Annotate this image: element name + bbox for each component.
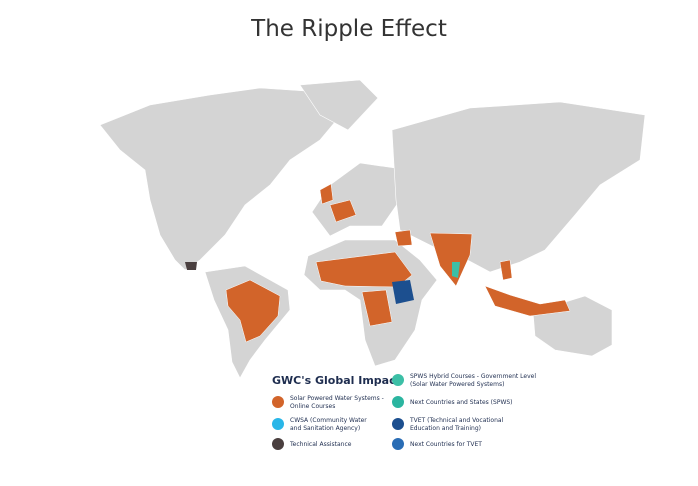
- legend-label: Next Countries for TVET: [410, 441, 482, 448]
- legend-label: Education and Training): [410, 425, 481, 432]
- legend-label: Next Countries and States (SPWS): [410, 399, 513, 406]
- legend-label: Online Courses: [290, 403, 335, 410]
- legend-label: TVET (Technical and Vocational: [409, 417, 504, 424]
- legend-swatch: [272, 396, 284, 408]
- legend-swatch: [392, 438, 404, 450]
- world-map: [99, 79, 646, 379]
- legend-title: GWC's Global Impact: [272, 374, 401, 387]
- legend-swatch: [272, 438, 284, 450]
- legend-label: Solar Powered Water Systems -: [290, 395, 384, 402]
- legend-label: SPWS Hybrid Courses - Government Level: [410, 373, 536, 380]
- legend: Solar Powered Water Systems -Online Cour…: [272, 373, 536, 450]
- legend-swatch: [392, 396, 404, 408]
- legend-label: (Solar Water Powered Systems): [410, 381, 504, 388]
- legend-label: Technical Assistance: [289, 441, 352, 448]
- legend-swatch: [272, 418, 284, 430]
- legend-swatch: [392, 418, 404, 430]
- legend-label: CWSA (Community Water: [290, 417, 367, 424]
- legend-label: and Sanitation Agency): [290, 425, 360, 432]
- title: The Ripple Effect: [250, 16, 447, 42]
- legend-swatch: [392, 374, 404, 386]
